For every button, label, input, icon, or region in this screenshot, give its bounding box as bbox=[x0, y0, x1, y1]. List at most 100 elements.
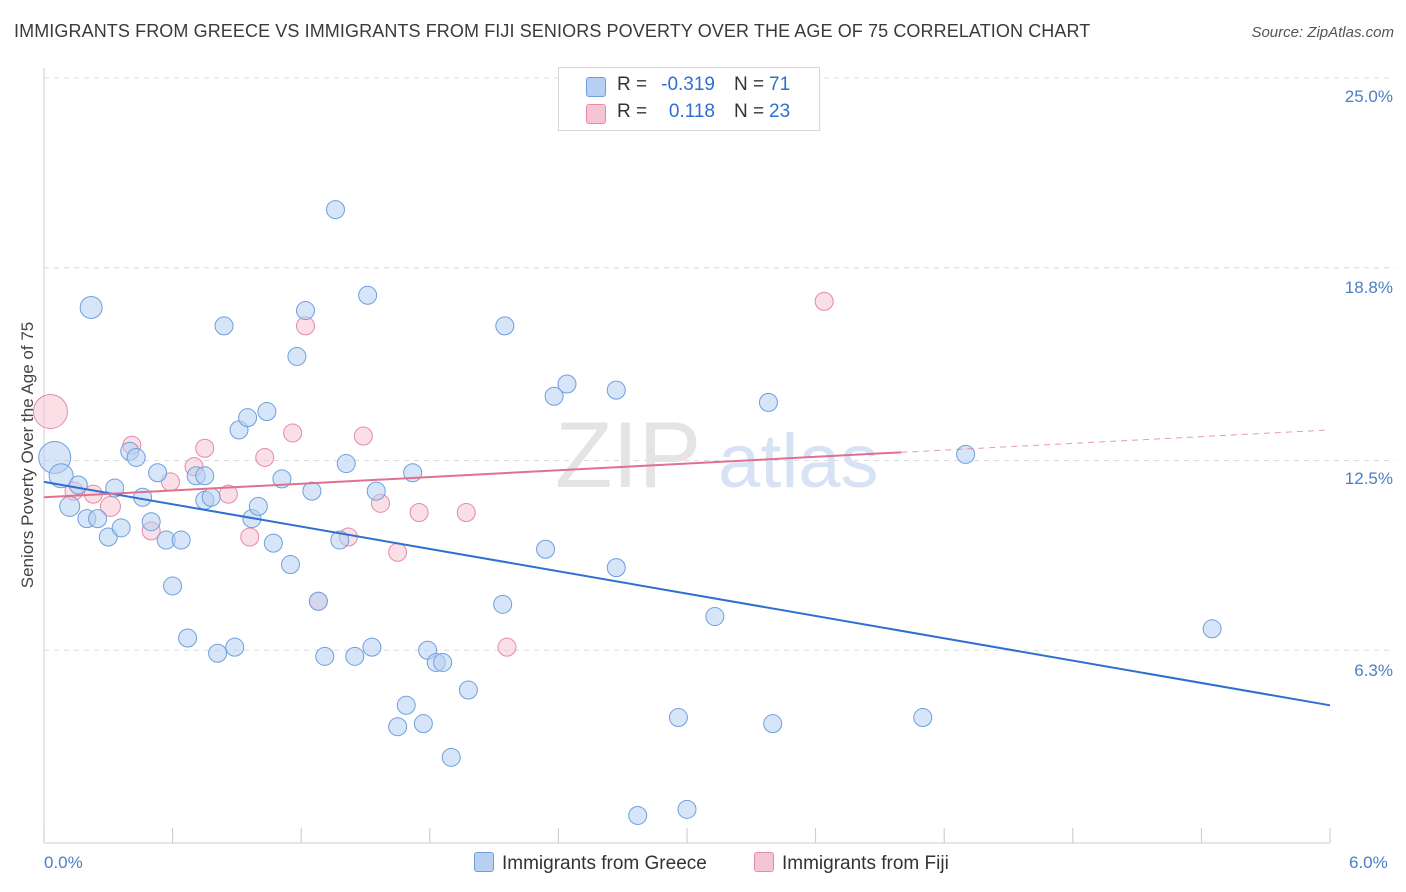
fiji-swatch bbox=[586, 104, 606, 124]
y-tick-label: 12.5% bbox=[1344, 469, 1393, 488]
greece-point bbox=[330, 530, 350, 550]
greece-point bbox=[68, 475, 88, 495]
greece-point bbox=[495, 316, 515, 336]
fiji-trend-extension bbox=[901, 429, 1331, 453]
greece-point bbox=[536, 539, 556, 559]
stats-legend: R = -0.319 N = 71 R = 0.118 N = 23 bbox=[558, 67, 820, 131]
greece-point bbox=[396, 695, 416, 715]
greece-point bbox=[606, 558, 626, 578]
fiji-trend-line bbox=[43, 451, 902, 499]
greece-point bbox=[225, 637, 245, 657]
greece-point bbox=[544, 386, 564, 406]
greece-point bbox=[263, 533, 283, 553]
n-value: 71 bbox=[769, 74, 791, 95]
greece-point bbox=[201, 487, 221, 507]
fiji-point bbox=[283, 423, 303, 443]
greece-point bbox=[366, 481, 386, 501]
greece-point bbox=[163, 576, 183, 596]
greece-point bbox=[1202, 619, 1222, 639]
legend-label-greece: Immigrants from Greece bbox=[502, 853, 707, 874]
fiji-swatch bbox=[754, 852, 774, 872]
greece-point bbox=[493, 594, 513, 614]
greece-point bbox=[315, 646, 335, 666]
greece-point bbox=[705, 607, 725, 627]
n-label: N = bbox=[734, 101, 765, 122]
greece-point bbox=[758, 392, 778, 412]
fiji-point bbox=[497, 637, 517, 657]
greece-point bbox=[362, 637, 382, 657]
greece-point bbox=[358, 285, 378, 305]
greece-point bbox=[345, 646, 365, 666]
greece-point bbox=[111, 518, 131, 538]
greece-point bbox=[325, 200, 345, 220]
r-value: 0.118 bbox=[668, 101, 715, 122]
y-axis-label: Seniors Poverty Over the Age of 75 bbox=[18, 321, 37, 589]
greece-point bbox=[433, 652, 453, 672]
greece-point bbox=[280, 555, 300, 575]
greece-point bbox=[628, 805, 648, 825]
greece-point bbox=[248, 496, 268, 516]
greece-point bbox=[208, 643, 228, 663]
greece-points bbox=[38, 200, 1222, 825]
fiji-point bbox=[388, 542, 408, 562]
y-tick-label: 6.3% bbox=[1354, 661, 1393, 680]
greece-point bbox=[272, 469, 292, 489]
x-tick-label-max: 6.0% bbox=[1349, 853, 1388, 872]
fiji-point bbox=[255, 447, 275, 467]
greece-point bbox=[141, 512, 161, 532]
n-label: N = bbox=[734, 74, 765, 95]
fiji-point bbox=[240, 527, 260, 547]
n-value: 23 bbox=[769, 101, 791, 122]
greece-point bbox=[336, 454, 356, 474]
greece-point bbox=[88, 509, 108, 529]
fiji-point bbox=[353, 426, 373, 446]
greece-point bbox=[287, 346, 307, 366]
x-tick-label-min: 0.0% bbox=[44, 853, 83, 872]
greece-point bbox=[178, 628, 198, 648]
greece-point bbox=[668, 708, 688, 728]
greece-point bbox=[126, 447, 146, 467]
fiji-point bbox=[195, 438, 215, 458]
legend-item-fiji[interactable]: Immigrants from Fiji bbox=[754, 852, 949, 875]
legend-label-fiji: Immigrants from Fiji bbox=[782, 853, 949, 874]
greece-trend-line bbox=[43, 480, 1331, 707]
greece-point bbox=[214, 316, 234, 336]
greece-point bbox=[913, 708, 933, 728]
greece-point bbox=[458, 680, 478, 700]
greece-point bbox=[763, 714, 783, 734]
greece-point bbox=[606, 380, 626, 400]
chart-title: IMMIGRANTS FROM GREECE VS IMMIGRANTS FRO… bbox=[14, 21, 1091, 41]
greece-point bbox=[79, 296, 103, 319]
greece-point bbox=[171, 530, 191, 550]
greece-point bbox=[295, 301, 315, 321]
watermark-zip: ZIP bbox=[555, 402, 701, 507]
fiji-point bbox=[409, 503, 429, 523]
greece-point bbox=[308, 591, 328, 611]
source-label: Source: ZipAtlas.com bbox=[1251, 24, 1394, 41]
greece-point bbox=[677, 799, 697, 819]
greece-swatch bbox=[586, 77, 606, 97]
y-tick-label: 18.8% bbox=[1344, 278, 1393, 297]
greece-point bbox=[195, 466, 215, 486]
watermark: ZIP atlas bbox=[555, 402, 879, 507]
r-label: R = bbox=[617, 101, 648, 122]
greece-point bbox=[956, 444, 976, 464]
greece-point bbox=[148, 463, 168, 483]
greece-point bbox=[48, 463, 74, 489]
y-tick-label: 25.0% bbox=[1344, 87, 1393, 106]
r-label: R = bbox=[617, 74, 648, 95]
greece-point bbox=[302, 481, 322, 501]
greece-point bbox=[238, 408, 258, 428]
trend-lines bbox=[43, 429, 1331, 707]
fiji-point bbox=[32, 394, 68, 430]
greece-point bbox=[388, 717, 408, 737]
greece-point bbox=[257, 402, 277, 422]
legend-item-greece[interactable]: Immigrants from Greece bbox=[474, 852, 707, 875]
greece-point bbox=[59, 495, 81, 517]
greece-point bbox=[98, 527, 118, 547]
grid-lines bbox=[44, 77, 1395, 651]
greece-point bbox=[557, 374, 577, 394]
greece-point bbox=[413, 714, 433, 734]
r-value: -0.319 bbox=[661, 74, 715, 95]
